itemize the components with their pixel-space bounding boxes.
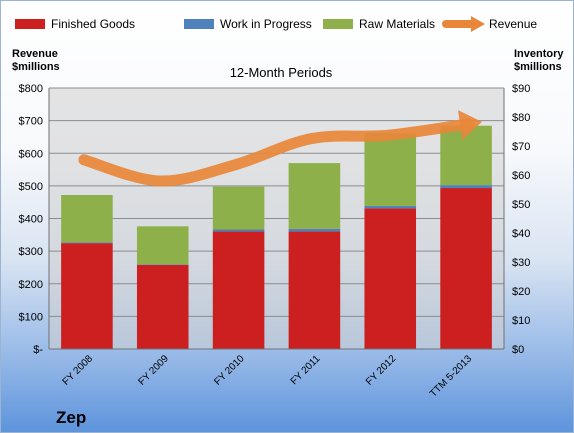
bar-work-in-progress xyxy=(440,185,492,189)
legend-label-work-in-progress: Work in Progress xyxy=(220,17,312,31)
right-tick-label: $90 xyxy=(512,83,530,95)
left-tick-label: $300 xyxy=(19,246,43,258)
left-tick-label: $600 xyxy=(19,148,43,160)
bar-finished-goods xyxy=(61,243,113,349)
left-tick-label: $- xyxy=(33,344,43,356)
bar-work-in-progress xyxy=(136,264,189,265)
bar-finished-goods xyxy=(212,231,265,349)
bar-raw-materials xyxy=(364,133,417,207)
right-tick-label: $50 xyxy=(512,199,530,211)
right-axis-title: Inventory $millions xyxy=(514,48,564,73)
bar-finished-goods xyxy=(440,188,492,349)
x-tick-label: FY 2012 xyxy=(364,353,399,388)
left-axis-title: Revenue $millions xyxy=(12,48,60,73)
left-tick-label: $200 xyxy=(19,279,43,291)
legend-label-revenue: Revenue xyxy=(489,17,537,31)
legend-swatch-raw-materials xyxy=(323,19,353,29)
left-tick-label: $100 xyxy=(19,311,43,323)
company-name: Zep xyxy=(56,408,86,427)
x-tick-label: FY 2009 xyxy=(136,353,171,388)
bar-raw-materials xyxy=(288,163,341,229)
revenue-line xyxy=(78,118,474,187)
bar-finished-goods xyxy=(288,231,341,349)
legend-label-raw-materials: Raw Materials xyxy=(359,17,435,31)
x-tick-label: FY 2010 xyxy=(212,353,247,388)
bar-finished-goods xyxy=(364,208,417,349)
right-tick-label: $80 xyxy=(512,112,530,124)
right-tick-label: $70 xyxy=(512,141,530,153)
left-tick-label: $800 xyxy=(19,83,43,95)
legend-swatch-finished-goods xyxy=(15,19,45,29)
bar-work-in-progress xyxy=(364,206,417,209)
bar-work-in-progress xyxy=(288,228,341,232)
x-tick-label: FY 2011 xyxy=(289,353,323,387)
bars xyxy=(61,125,492,349)
bar-work-in-progress xyxy=(212,229,265,232)
bar-finished-goods xyxy=(136,264,189,349)
chart-title: 12-Month Periods xyxy=(230,65,333,80)
revenue-line-layer xyxy=(78,110,482,187)
legend-label-finished-goods: Finished Goods xyxy=(51,17,135,31)
x-tick-label: FY 2008 xyxy=(61,353,96,388)
right-tick-label: $20 xyxy=(512,286,530,298)
revenue-arrowhead xyxy=(458,110,482,140)
bar-raw-materials xyxy=(136,226,189,265)
legend-swatch-work-in-progress xyxy=(184,19,214,29)
left-tick-label: $400 xyxy=(19,214,43,226)
right-tick-label: $30 xyxy=(512,257,530,269)
right-tick-label: $0 xyxy=(512,344,524,356)
bar-work-in-progress xyxy=(61,242,113,244)
left-tick-label: $500 xyxy=(19,181,43,193)
legend-arrowhead-revenue xyxy=(471,16,485,32)
right-tick-label: $40 xyxy=(512,228,530,240)
legend: Finished Goods Work in Progress Raw Mate… xyxy=(15,16,537,32)
bar-raw-materials xyxy=(212,186,265,230)
bar-raw-materials xyxy=(61,195,113,243)
x-tick-label: TTM 5-2013 xyxy=(428,353,475,400)
right-tick-label: $60 xyxy=(512,170,530,182)
left-tick-label: $700 xyxy=(19,116,43,128)
right-tick-label: $10 xyxy=(512,315,530,327)
